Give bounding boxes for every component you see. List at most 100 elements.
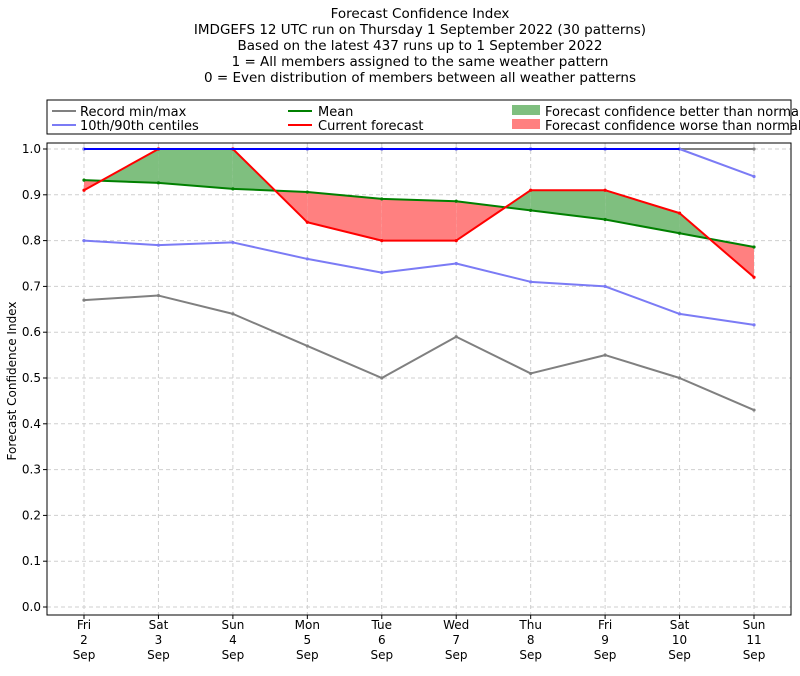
series-record-min-point xyxy=(380,376,384,380)
legend-mean-label: Mean xyxy=(318,105,353,120)
x-tick-label-line: Mon xyxy=(295,618,320,632)
x-tick-label: Fri 9 Sep xyxy=(594,618,617,662)
series-record-min-point xyxy=(305,344,309,348)
series-mean-point xyxy=(156,181,161,185)
x-tick-label-line: 6 xyxy=(378,633,386,647)
x-tick-label-line: Sep xyxy=(519,648,542,662)
legend-better-swatch xyxy=(512,105,540,115)
series-10th-centile-point xyxy=(752,323,756,327)
x-tick-label-line: Wed xyxy=(443,618,469,632)
x-tick-label-line: 4 xyxy=(229,633,237,647)
series-10th-centile-point xyxy=(156,243,161,247)
x-tick-label-line: Sep xyxy=(668,648,691,662)
fill-worse-than-normal xyxy=(381,198,457,241)
x-tick-label: Sun 11 Sep xyxy=(743,618,766,662)
x-tick-label-line: Sep xyxy=(445,648,468,662)
y-tick-label: 0.4 xyxy=(22,417,41,431)
series-mean-point xyxy=(752,245,756,249)
x-tick-label-line: Sep xyxy=(370,648,393,662)
series-mean-point xyxy=(529,208,533,212)
y-tick-label: 0.8 xyxy=(22,234,41,248)
plot-frame xyxy=(46,142,792,616)
series-record-min xyxy=(83,294,755,411)
series-record-min-point xyxy=(529,371,533,376)
series-mean-point xyxy=(380,197,384,201)
series-record-min-point xyxy=(156,293,161,298)
x-tick-label: Fri 2 Sep xyxy=(73,618,96,662)
series-mean-point xyxy=(305,190,309,194)
x-tick-label-line: Tue xyxy=(371,618,393,632)
y-tick-label: 0.9 xyxy=(22,188,41,202)
x-tick-label-line: 7 xyxy=(452,633,460,647)
series-10th-centile xyxy=(83,239,755,326)
x-tick-label: Sat 3 Sep xyxy=(147,618,170,662)
legend-record-label: Record min/max xyxy=(80,105,187,120)
x-tick-label: Wed 7 Sep xyxy=(443,618,469,662)
title-line: Forecast Confidence Index xyxy=(331,6,510,22)
y-tick-label: 0.0 xyxy=(22,600,41,614)
series-10th-centile-point xyxy=(305,257,309,261)
series-mean-point xyxy=(603,217,607,222)
x-tick-label: Sat 10 Sep xyxy=(668,618,691,662)
series-10th-centile-point xyxy=(677,312,682,316)
x-tick-label-line: 2 xyxy=(80,633,88,647)
series-record-max-point xyxy=(752,147,756,151)
x-tick-label: Thu 8 Sep xyxy=(518,618,542,662)
legend-current-label: Current forecast xyxy=(318,119,424,134)
x-tick-label-line: Sun xyxy=(743,618,766,632)
series-current-forecast-point xyxy=(82,188,86,192)
legend-worse-label: Forecast confidence worse than normal xyxy=(545,119,800,134)
legend-centiles-label: 10th/90th centiles xyxy=(80,119,199,134)
y-tick-label: 0.6 xyxy=(22,325,41,339)
series-record-min-point xyxy=(82,298,86,302)
x-tick-label-line: Sep xyxy=(743,648,766,662)
legend-worse-swatch xyxy=(512,119,540,129)
series-90th-centile-point xyxy=(752,174,756,179)
x-tick-label: Sun 4 Sep xyxy=(221,618,244,662)
y-tick-label: 1.0 xyxy=(22,142,41,156)
x-tick-label-line: 11 xyxy=(746,633,761,647)
x-tick-label-line: Sun xyxy=(221,618,244,632)
series-mean-point xyxy=(231,187,235,191)
series-record-min-point xyxy=(231,312,235,316)
x-tick-label-line: 3 xyxy=(155,633,163,647)
subtitle-basis: Based on the latest 437 runs up to 1 Sep… xyxy=(238,38,603,54)
y-axis-label: Forecast Confidence Index xyxy=(5,302,19,461)
series-10th-centile-point xyxy=(529,280,533,284)
x-tick-label-line: 8 xyxy=(527,633,535,647)
series-current-forecast-point xyxy=(380,239,384,243)
series-record-min-point xyxy=(603,353,607,357)
series-10th-centile-point xyxy=(380,271,384,275)
x-tick-label-line: Sep xyxy=(73,648,96,662)
series-current-forecast-point xyxy=(305,220,309,224)
series-record-min-point xyxy=(752,408,756,412)
fill-worse-than-normal xyxy=(307,192,382,241)
x-tick-label-line: 9 xyxy=(601,633,609,647)
fill-worse-than-normal xyxy=(456,201,506,241)
x-tick-label-line: Fri xyxy=(598,618,612,632)
fill-better-than-normal xyxy=(158,149,233,189)
x-tick-label-line: Sat xyxy=(149,618,169,632)
chart-title: Forecast Confidence Index IMDGEFS 12 UTC… xyxy=(194,6,646,86)
y-tick-label: 0.5 xyxy=(22,371,41,385)
y-tick-label: 0.2 xyxy=(22,508,41,522)
series-mean xyxy=(83,179,755,248)
series-record-min-point xyxy=(677,376,682,380)
x-tick-label: Tue 6 Sep xyxy=(370,618,393,662)
x-tick-label-line: Sep xyxy=(222,648,245,662)
series-lines xyxy=(82,147,756,412)
confidence-fill-areas xyxy=(84,149,754,278)
series-record-min-point xyxy=(454,335,458,339)
x-tick-label: Mon 5 Sep xyxy=(295,618,320,662)
series-10th-centile-point xyxy=(231,240,235,245)
y-tick-label: 0.1 xyxy=(22,554,41,568)
legend: Record min/max 10th/90th centiles Mean C… xyxy=(46,99,800,135)
series-mean-point xyxy=(677,231,682,235)
x-tick-label-line: Sep xyxy=(296,648,319,662)
x-tick-label-line: 5 xyxy=(304,633,312,647)
series-current-forecast-point xyxy=(529,188,533,192)
subtitle-scale-low: 0 = Even distribution of members between… xyxy=(204,70,636,86)
series-10th-centile-point xyxy=(82,239,86,243)
